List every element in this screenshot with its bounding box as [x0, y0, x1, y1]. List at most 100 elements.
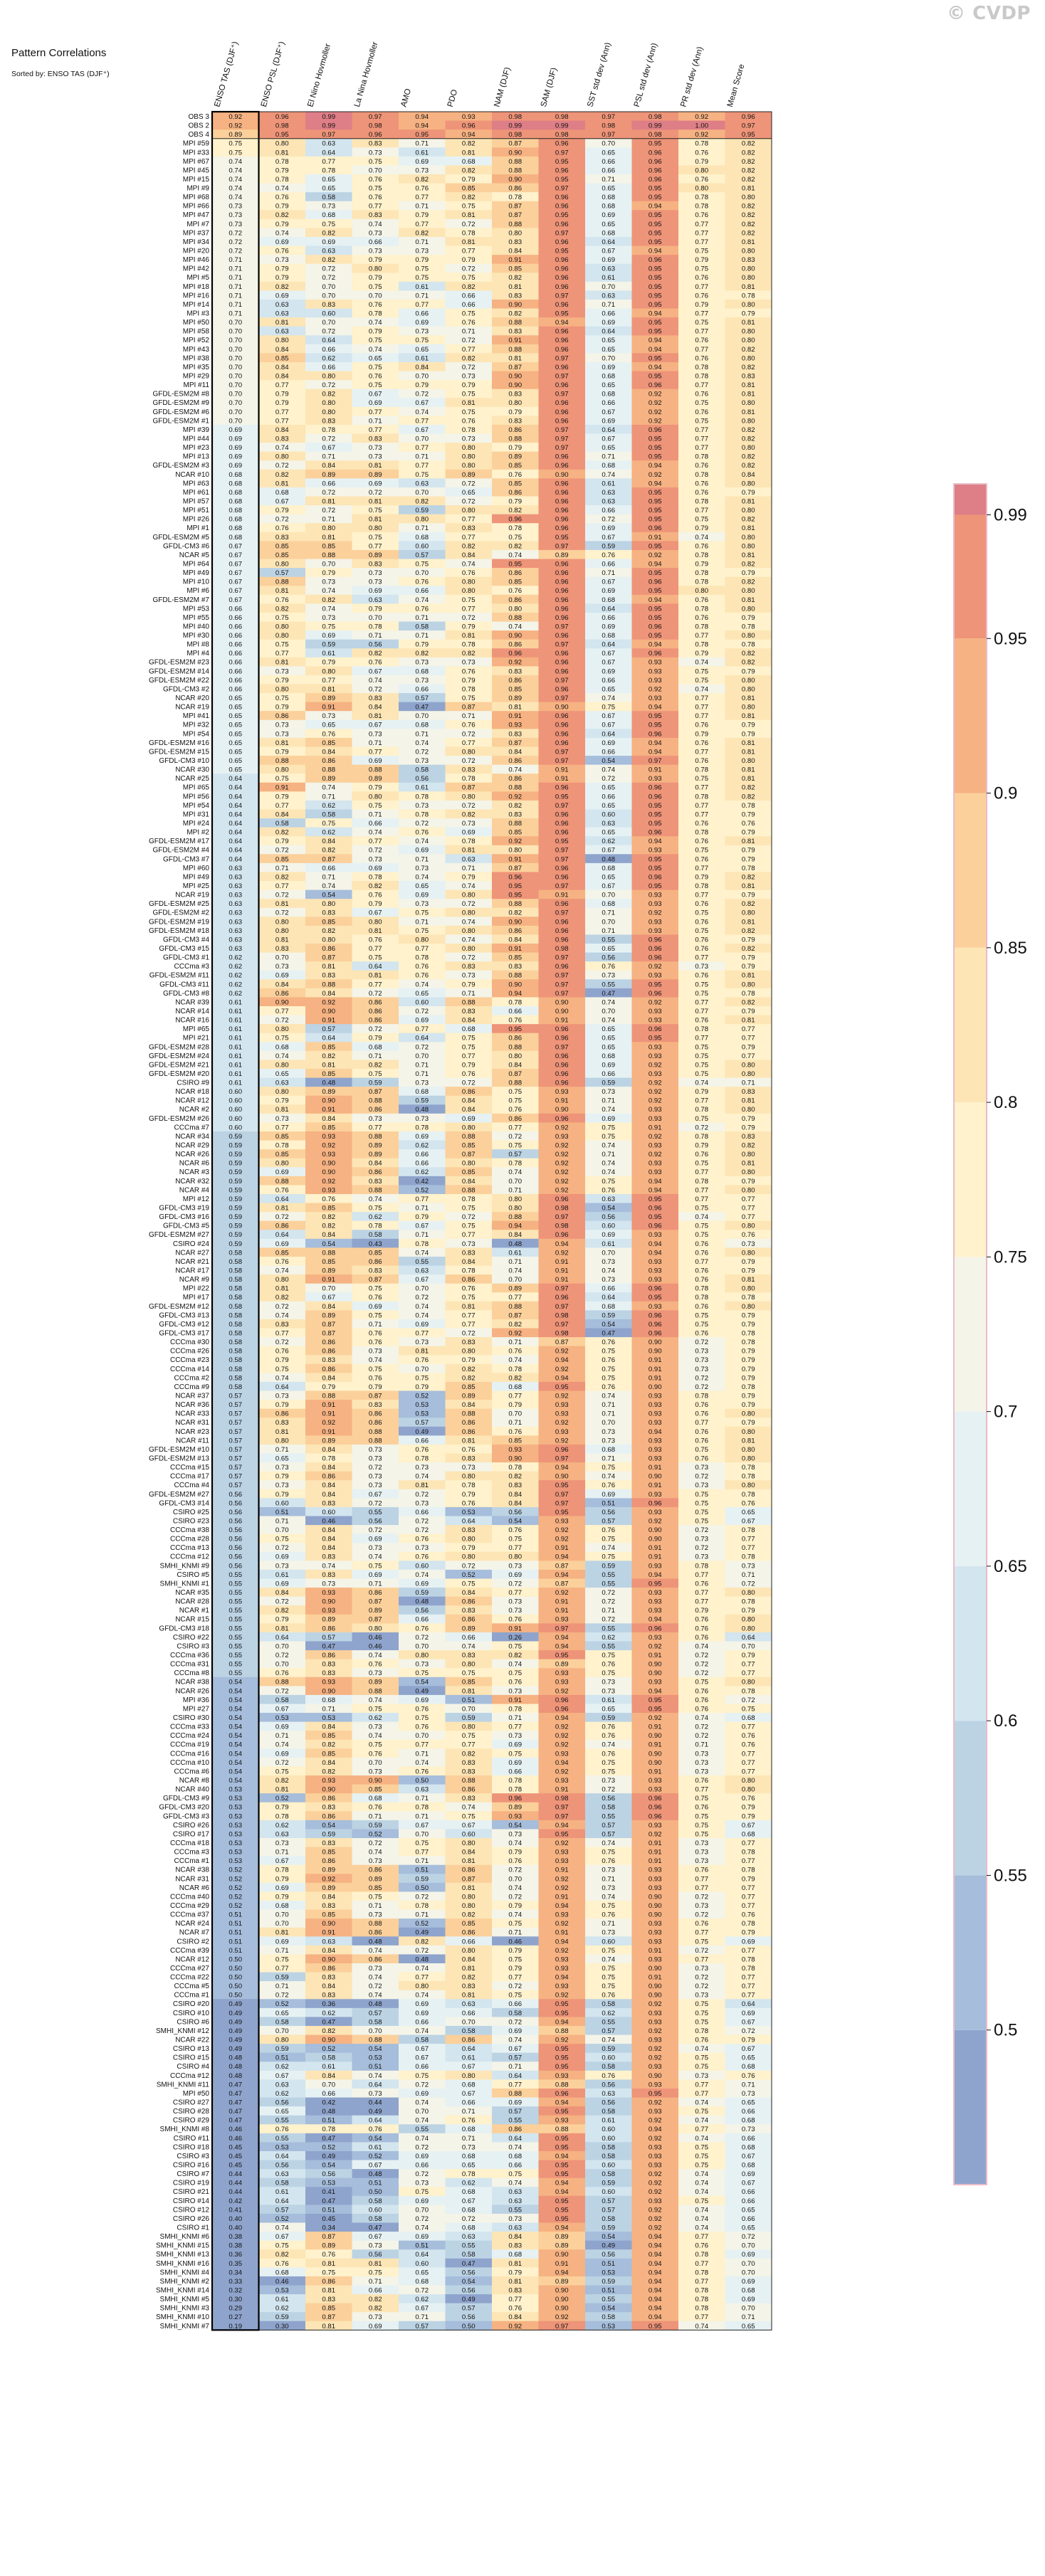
row-label: NCAR #32: [175, 1178, 209, 1186]
cell-value: 0.97: [555, 954, 569, 962]
heatmap-cell: [492, 361, 539, 371]
cell-value: 0.74: [602, 1160, 615, 1168]
cell-value: 0.52: [415, 1392, 429, 1400]
cell-value: 0.78: [462, 838, 476, 845]
cell-value: 0.62: [369, 1213, 382, 1221]
cell-value: 0.84: [322, 1491, 335, 1499]
cell-value: 0.71: [275, 1849, 289, 1857]
cell-value: 0.88: [508, 435, 522, 443]
cell-value: 0.71: [602, 1410, 615, 1418]
cell-value: 0.66: [602, 614, 615, 622]
cell-value: 0.61: [229, 1070, 242, 1078]
cell-value: 0.94: [648, 346, 662, 354]
cell-value: 0.77: [369, 945, 382, 953]
cell-value: 0.66: [602, 158, 615, 166]
cell-value: 0.80: [742, 444, 755, 452]
cell-value: 0.75: [369, 1311, 382, 1319]
cell-value: 0.96: [555, 1115, 569, 1123]
cell-value: 0.55: [229, 1669, 242, 1677]
cell-value: 0.97: [322, 131, 335, 139]
cell-value: 0.83: [462, 1759, 476, 1767]
heatmap-cell: [631, 228, 679, 238]
cell-value: 0.79: [275, 167, 289, 174]
cell-value: 0.67: [602, 712, 615, 720]
cell-value: 0.75: [602, 1124, 615, 1131]
cell-value: 0.76: [602, 1482, 615, 1489]
cell-value: 0.96: [555, 337, 569, 344]
cell-value: 0.81: [369, 927, 382, 935]
heatmap-cells: 0.92 0.96 0.99 0.97 0.94 0.93 0.98 0.98 0.97 0.98…: [212, 112, 772, 2330]
heatmap-cell: [631, 112, 679, 121]
cell-value: 0.94: [555, 1759, 569, 1767]
cell-value: 0.80: [742, 194, 755, 201]
row-label: MPI #3: [187, 310, 209, 318]
cell-value: 0.73: [602, 1867, 615, 1874]
cell-value: 0.75: [369, 1205, 382, 1213]
cell-value: 0.85: [508, 829, 522, 837]
heatmap-cell: [585, 255, 632, 265]
cell-value: 0.74: [602, 1392, 615, 1400]
cell-value: 0.80: [742, 328, 755, 336]
cell-value: 0.95: [648, 497, 662, 505]
cell-value: 0.72: [275, 516, 289, 524]
cell-value: 0.78: [695, 497, 708, 505]
cell-value: 0.96: [462, 122, 476, 130]
cell-value: 0.82: [415, 497, 429, 505]
cell-value: 0.65: [602, 784, 615, 792]
cell-value: 0.93: [648, 1258, 662, 1266]
cell-value: 0.65: [602, 444, 615, 452]
cell-value: 0.65: [602, 802, 615, 810]
cell-value: 0.81: [322, 497, 335, 505]
cell-value: 0.73: [275, 1839, 289, 1847]
cell-value: 0.91: [508, 337, 522, 344]
cell-value: 0.90: [508, 149, 522, 157]
cell-value: 0.70: [229, 364, 242, 371]
cell-value: 0.76: [415, 185, 429, 193]
cell-value: 0.92: [648, 471, 662, 479]
cell-value: 0.72: [322, 265, 335, 273]
cell-value: 0.73: [275, 667, 289, 675]
cell-value: 0.96: [555, 203, 569, 211]
heatmap-cell: [352, 380, 399, 390]
heatmap-cell: [258, 273, 306, 283]
cell-value: 0.76: [695, 1625, 708, 1632]
cell-value: 0.97: [555, 1285, 569, 1293]
cell-value: 0.77: [742, 1025, 755, 1033]
cell-value: 0.69: [369, 1303, 382, 1311]
cell-value: 0.83: [508, 328, 522, 336]
cell-value: 0.92: [555, 1724, 569, 1731]
cell-value: 0.84: [462, 1106, 476, 1114]
cell-value: 0.81: [742, 748, 755, 756]
cell-value: 0.83: [508, 811, 522, 818]
cell-value: 0.83: [462, 524, 476, 532]
cell-value: 0.96: [555, 605, 569, 613]
cell-value: 0.77: [695, 1186, 708, 1194]
cell-value: 0.90: [508, 301, 522, 309]
cell-value: 0.77: [695, 748, 708, 756]
cell-value: 0.72: [415, 1634, 429, 1642]
cell-value: 0.74: [695, 1213, 708, 1221]
cell-value: 0.61: [602, 1696, 615, 1704]
cell-value: 0.75: [415, 265, 429, 273]
cell-value: 0.96: [555, 739, 569, 747]
cell-value: 0.73: [602, 1687, 615, 1695]
cell-value: 0.98: [508, 113, 522, 121]
row-label: CCCma #7: [174, 1124, 210, 1131]
heatmap-cell: [445, 228, 493, 238]
cell-value: 0.96: [555, 1052, 569, 1060]
cell-value: 0.78: [275, 176, 289, 184]
heatmap-cell: [678, 120, 725, 130]
cell-value: 0.76: [742, 1741, 755, 1749]
cell-value: 0.63: [229, 936, 242, 944]
cell-value: 0.96: [648, 579, 662, 586]
row-label: CSIRO #14: [173, 2197, 210, 2205]
heatmap-cell: [258, 326, 306, 336]
cell-value: 0.79: [275, 265, 289, 273]
heatmap-cell: [725, 398, 772, 408]
cell-value: 0.93: [555, 1777, 569, 1785]
cell-value: 0.68: [602, 391, 615, 398]
cell-value: 0.66: [415, 587, 429, 595]
heatmap-cell: [678, 218, 725, 228]
cell-value: 0.75: [695, 1115, 708, 1123]
cell-value: 0.79: [742, 1043, 755, 1051]
